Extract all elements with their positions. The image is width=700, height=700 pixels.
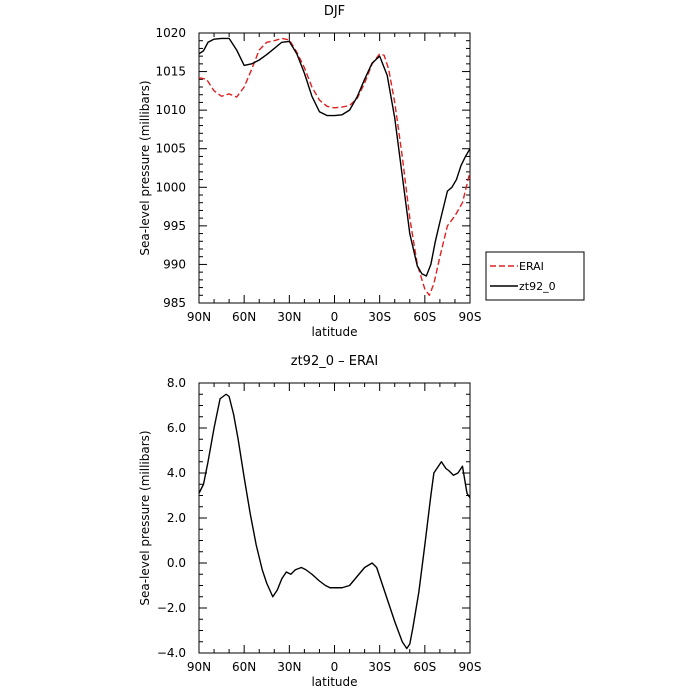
y-tick-label: −2.0 <box>157 601 186 615</box>
legend-label: zt92_0 <box>519 280 556 293</box>
x-axis-label: latitude <box>311 325 357 339</box>
y-tick-label: 1005 <box>155 142 186 156</box>
x-tick-label: 30N <box>277 660 301 674</box>
chart-title: DJF <box>324 4 345 19</box>
x-tick-label: 90N <box>187 660 211 674</box>
series-line-zt92-0 <box>198 37 471 277</box>
y-tick-label: 1010 <box>155 103 186 117</box>
y-axis-label: Sea-level pressure (millibars) <box>138 80 152 255</box>
legend-box <box>485 251 585 301</box>
x-tick-label: 60N <box>232 660 256 674</box>
y-tick-label: 1015 <box>155 65 186 79</box>
x-tick-label: 60S <box>413 310 436 324</box>
y-tick-label: 4.0 <box>167 466 186 480</box>
x-tick-label: 0 <box>331 310 339 324</box>
x-tick-label: 0 <box>331 660 339 674</box>
y-tick-label: 8.0 <box>167 376 186 390</box>
y-tick-label: 995 <box>163 219 186 233</box>
series-line-difference <box>198 393 471 650</box>
x-tick-label: 90S <box>459 310 482 324</box>
x-tick-label: 90S <box>459 660 482 674</box>
y-tick-label: 985 <box>163 296 186 310</box>
y-tick-label: 990 <box>163 257 186 271</box>
chart-title: zt92_0 – ERAI <box>291 354 378 369</box>
y-tick-label: 6.0 <box>167 421 186 435</box>
y-tick-label: 2.0 <box>167 511 186 525</box>
plot-frame <box>198 382 471 654</box>
x-tick-label: 60S <box>413 660 436 674</box>
series-line-erai <box>198 37 471 296</box>
x-tick-label: 30S <box>368 660 391 674</box>
y-axis-label: Sea-level pressure (millibars) <box>138 430 152 605</box>
x-tick-label: 30N <box>277 310 301 324</box>
x-tick-label: 30S <box>368 310 391 324</box>
y-tick-label: 1020 <box>155 26 186 40</box>
legend-label: ERAI <box>519 260 544 273</box>
y-tick-label: 1000 <box>155 180 186 194</box>
x-axis-label: latitude <box>311 675 357 689</box>
x-tick-label: 90N <box>187 310 211 324</box>
y-tick-label: 0.0 <box>167 556 186 570</box>
y-tick-label: −4.0 <box>157 646 186 660</box>
plot-frame <box>198 32 471 304</box>
x-tick-label: 60N <box>232 310 256 324</box>
